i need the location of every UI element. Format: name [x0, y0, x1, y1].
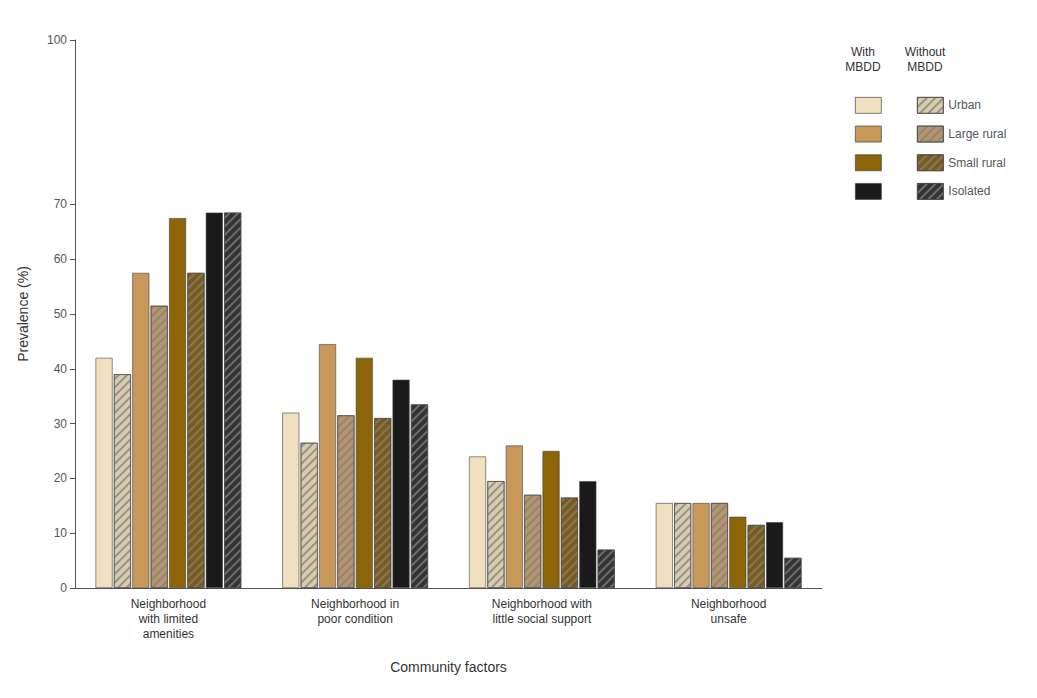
svg-text:20: 20 [54, 471, 68, 485]
svg-text:100: 100 [47, 33, 67, 47]
svg-text:Large rural: Large rural [948, 127, 1006, 141]
svg-text:0: 0 [60, 581, 67, 595]
svg-text:Neighborhood: Neighborhood [691, 597, 766, 611]
svg-text:poor condition: poor condition [317, 612, 392, 626]
svg-text:MBDD: MBDD [907, 60, 943, 74]
svg-text:70: 70 [54, 197, 68, 211]
svg-text:With: With [851, 45, 875, 59]
svg-text:Small rural: Small rural [948, 156, 1005, 170]
svg-text:Prevalence (%): Prevalence (%) [15, 266, 31, 362]
svg-text:10: 10 [54, 526, 68, 540]
svg-text:60: 60 [54, 252, 68, 266]
svg-text:Isolated: Isolated [948, 184, 990, 198]
svg-text:40: 40 [54, 362, 68, 376]
svg-text:50: 50 [54, 307, 68, 321]
svg-text:Neighborhood with: Neighborhood with [492, 597, 592, 611]
svg-text:Without: Without [905, 45, 946, 59]
svg-text:amenities: amenities [143, 627, 194, 641]
svg-text:with limited: with limited [138, 612, 198, 626]
svg-text:MBDD: MBDD [845, 60, 881, 74]
svg-text:Neighborhood: Neighborhood [131, 597, 206, 611]
svg-text:unsafe: unsafe [711, 612, 747, 626]
svg-text:Neighborhood in: Neighborhood in [311, 597, 399, 611]
svg-text:little social support: little social support [493, 612, 592, 626]
svg-text:Community factors: Community factors [390, 659, 507, 675]
svg-text:Urban: Urban [948, 98, 981, 112]
svg-text:30: 30 [54, 417, 68, 431]
